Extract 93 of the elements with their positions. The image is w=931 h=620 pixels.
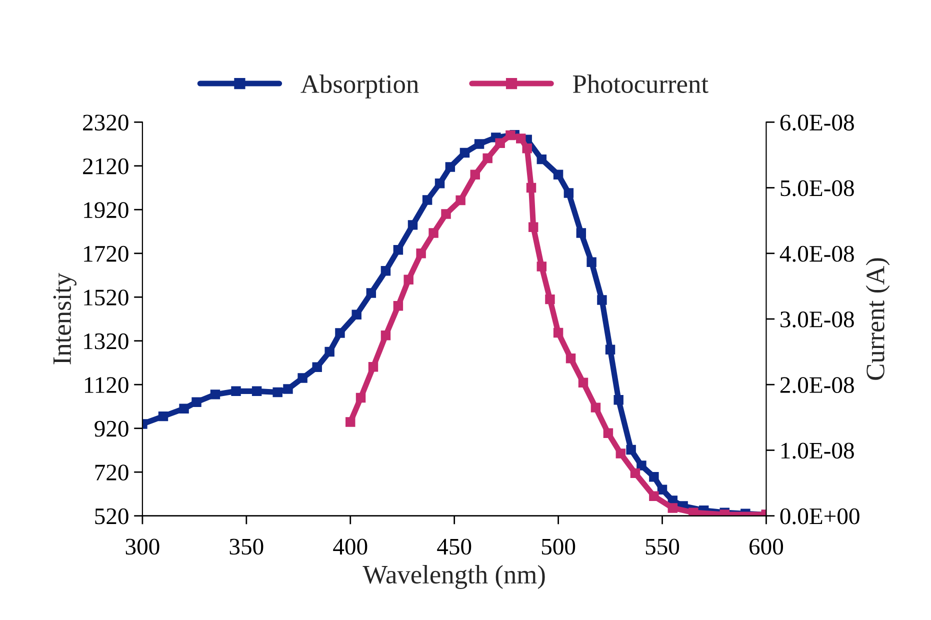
point xyxy=(649,491,659,502)
point xyxy=(312,362,322,372)
y2-tick-label: 0.0E+00 xyxy=(780,508,860,524)
point xyxy=(441,209,451,219)
legend-label: Photocurrent xyxy=(572,74,708,94)
point xyxy=(298,373,308,383)
y-tick-label: 720 xyxy=(95,464,128,481)
point xyxy=(356,392,366,403)
point xyxy=(434,178,445,188)
point xyxy=(482,153,492,164)
y2-tick-label: 1.0E-08 xyxy=(781,442,854,459)
x-tick-label: 300 xyxy=(126,538,160,555)
point xyxy=(380,266,391,276)
point xyxy=(366,288,376,298)
point xyxy=(179,404,189,414)
point xyxy=(526,182,536,193)
point xyxy=(578,378,588,388)
point xyxy=(158,411,168,422)
point xyxy=(445,162,456,172)
point xyxy=(545,294,555,304)
point xyxy=(404,274,414,284)
point xyxy=(657,484,668,494)
y2-tick-label: 6.0E-08 xyxy=(780,114,854,131)
point xyxy=(603,428,614,438)
y-tick-label: 520 xyxy=(95,508,128,524)
point xyxy=(516,134,526,144)
point xyxy=(605,344,616,354)
point xyxy=(630,468,640,478)
point xyxy=(393,245,404,255)
x-tick-label: 450 xyxy=(437,538,472,555)
y-tick-label: 1320 xyxy=(84,333,128,350)
point xyxy=(590,402,601,412)
y-tick-label: 2320 xyxy=(83,114,128,131)
y-tick-label: 1720 xyxy=(84,246,128,262)
point xyxy=(586,257,596,267)
point xyxy=(474,139,484,149)
point xyxy=(553,170,564,180)
point xyxy=(231,386,241,396)
y-tick-label: 1920 xyxy=(84,202,128,218)
point xyxy=(536,154,547,164)
y-tick-label: 2120 xyxy=(83,158,128,174)
point xyxy=(470,170,480,180)
point xyxy=(636,460,646,470)
y2-axis-title: Current (A) xyxy=(866,258,890,380)
legend-label: Absorption xyxy=(300,74,419,98)
x-tick-label: 500 xyxy=(542,538,576,555)
y-tick-label: 1520 xyxy=(84,290,128,306)
y2-tick-label: 4.0E-08 xyxy=(780,246,854,262)
x-axis-title: Wavelength (nm) xyxy=(362,565,545,590)
point xyxy=(688,508,698,516)
point xyxy=(649,472,659,482)
point xyxy=(324,346,334,357)
y2-tick-label: 2.0E-08 xyxy=(780,377,854,394)
point xyxy=(393,301,404,311)
point xyxy=(576,228,586,238)
point xyxy=(460,148,470,158)
point xyxy=(566,354,576,364)
y-tick-label: 920 xyxy=(94,420,128,437)
point xyxy=(528,222,538,232)
point xyxy=(626,444,636,455)
point xyxy=(408,220,418,230)
y-tick-label: 1120 xyxy=(84,377,128,394)
point xyxy=(614,395,624,405)
x-tick-label: 350 xyxy=(230,538,264,555)
x-tick-label: 600 xyxy=(750,538,784,555)
point xyxy=(616,448,626,458)
x-tick-label: 400 xyxy=(333,538,368,555)
point xyxy=(346,417,356,427)
point xyxy=(416,248,426,258)
point xyxy=(352,310,362,320)
x-tick-label: 550 xyxy=(646,538,680,555)
point xyxy=(428,228,438,238)
point xyxy=(522,144,532,154)
point xyxy=(380,330,391,340)
point xyxy=(272,387,282,398)
y2-tick-label: 5.0E-08 xyxy=(780,180,854,196)
point xyxy=(553,328,564,338)
point xyxy=(597,295,607,305)
point xyxy=(210,390,220,400)
y2-tick-label: 3.0E-08 xyxy=(780,311,854,328)
point xyxy=(368,362,378,372)
y-axis-title: Intensity xyxy=(53,272,76,364)
point xyxy=(252,386,262,396)
point xyxy=(335,328,345,338)
point xyxy=(192,397,202,407)
point xyxy=(668,503,678,513)
point xyxy=(564,188,574,198)
point xyxy=(536,262,547,272)
point xyxy=(506,130,516,140)
point xyxy=(422,195,432,205)
point xyxy=(456,195,466,206)
point xyxy=(495,138,505,148)
point xyxy=(283,384,293,394)
